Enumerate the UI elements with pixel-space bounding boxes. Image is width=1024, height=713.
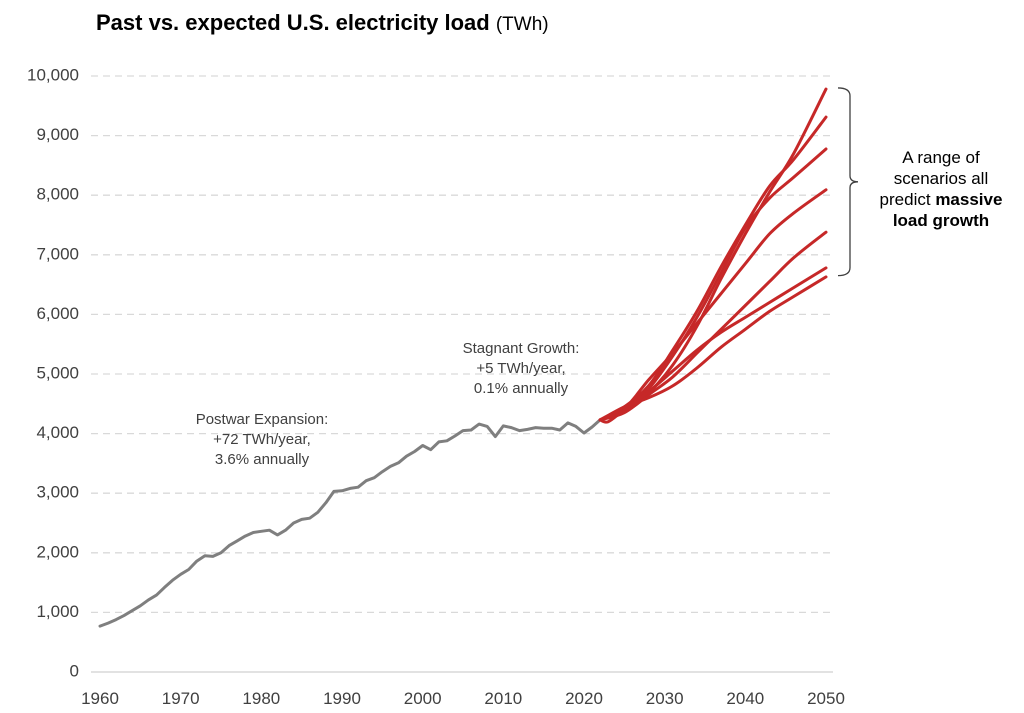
x-tick-label: 1960 [81,689,119,708]
y-tick-label: 9,000 [36,125,79,144]
annotation-line: +72 TWh/year, [213,431,311,448]
scenario-line-6 [598,266,828,424]
chart-title: Past vs. expected U.S. electricity load … [96,10,549,36]
y-tick-label: 2,000 [36,542,79,561]
y-tick-label: 10,000 [27,65,79,84]
x-tick-label: 2010 [484,689,522,708]
scenario-line-2 [598,115,828,422]
x-tick-label: 1980 [242,689,280,708]
y-tick-label: 6,000 [36,304,79,323]
side-note-bold: massive load growth [892,190,1003,230]
chart-title-main: Past vs. expected U.S. electricity load [96,10,490,35]
y-tick-label: 3,000 [36,483,79,502]
annotation-stagnant: Stagnant Growth: +5 TWh/year, 0.1% annuall… [463,340,580,397]
x-tick-label: 2040 [726,689,764,708]
scenario-line-4 [598,188,828,422]
x-tick-label: 2030 [646,689,684,708]
annotations: Postwar Expansion: +72 TWh/year, 3.6% annu… [196,340,580,468]
x-tick-label: 1970 [162,689,200,708]
annotation-line: 3.6% annually [215,451,310,468]
y-axis-ticks: 0 1,000 2,000 3,000 4,000 5,000 6,000 7,000 8,00… [27,65,79,680]
x-tick-label: 2050 [807,689,845,708]
annotation-postwar: Postwar Expansion: +72 TWh/year, 3.6% annu… [196,411,329,468]
scenario-line-7 [598,275,828,422]
series-group [98,87,828,628]
chart-title-unit: (TWh) [495,14,549,35]
x-tick-label: 2020 [565,689,603,708]
annotation-line: Postwar Expansion: [196,411,329,428]
grid-lines [91,75,833,673]
y-tick-label: 1,000 [36,602,79,621]
annotation-line: Stagnant Growth: [463,340,580,357]
annotation-line: +5 TWh/year, [476,360,565,377]
y-tick-label: 0 [70,661,79,680]
scenario-line-5 [598,230,828,422]
y-tick-label: 5,000 [36,363,79,382]
x-axis-ticks: 1960 1970 1980 1990 2000 2010 2020 2030 2040 2050 [81,689,845,708]
scenario-range-bracket [837,87,859,277]
y-tick-label: 7,000 [36,244,79,263]
annotation-line: 0.1% annually [474,380,569,397]
historical-line [98,418,602,628]
side-note-plain: A range of scenarios all predict [879,148,989,209]
x-tick-label: 2000 [404,689,442,708]
x-tick-label: 1990 [323,689,361,708]
y-tick-label: 4,000 [36,423,79,442]
y-tick-label: 8,000 [36,185,79,204]
scenario-range-note: A range of scenarios all predict massive… [866,147,1016,231]
